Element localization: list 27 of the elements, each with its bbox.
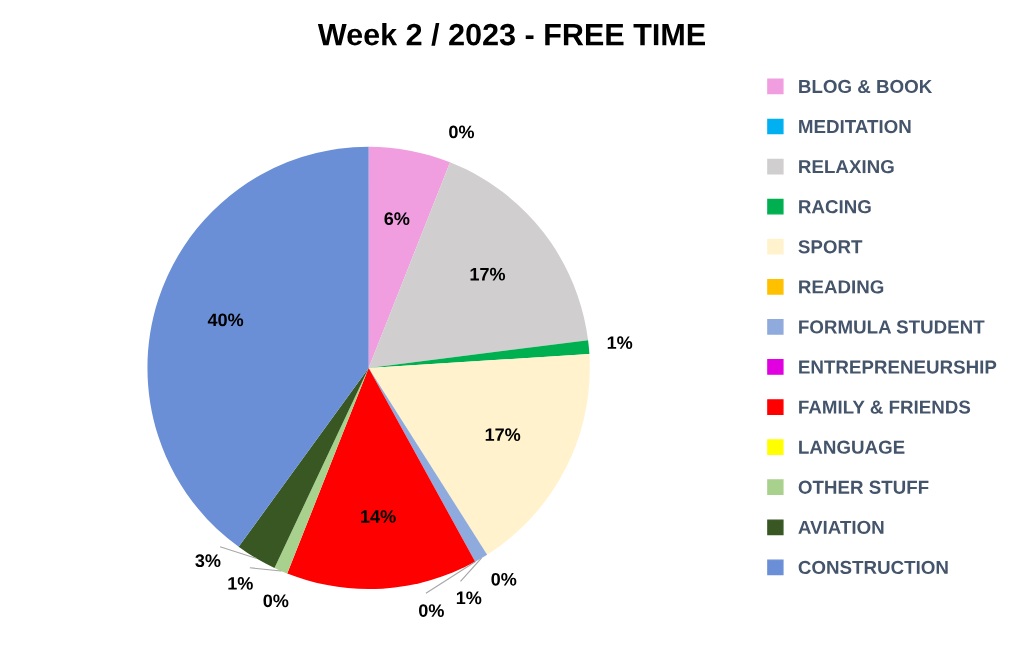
legend-label: CONSTRUCTION — [798, 560, 948, 575]
chart-title: Week 2 / 2023 - FREE TIME — [317, 23, 705, 46]
legend-label: ENTREPRENEURSHIP — [799, 360, 997, 374]
legend-label: FORMULA STUDENT — [799, 320, 985, 334]
text: 0% — [449, 125, 475, 139]
legend-label: RACING — [799, 200, 871, 214]
legend-label: AVIATION — [798, 520, 884, 534]
legend-label: SPORT — [798, 240, 863, 254]
text: 0% — [419, 604, 444, 617]
legend-label: RELAXING — [799, 159, 894, 174]
text: 0% — [491, 572, 517, 586]
legend-label: READING — [799, 280, 884, 294]
data-label: 6% — [384, 212, 410, 226]
legend-label: MEDITATION — [799, 119, 911, 134]
legend-label: FAMILY & FRIENDS — [799, 400, 971, 414]
data-label: 1% — [228, 577, 253, 590]
text: 0% — [263, 594, 289, 608]
data-label: 1% — [456, 591, 482, 605]
data-label: 3% — [195, 554, 221, 568]
legend-label: BLOG & BOOK — [799, 79, 933, 94]
data-label: 40% — [207, 313, 244, 327]
data-label: 1% — [607, 336, 633, 349]
data-label: 17% — [470, 267, 506, 281]
legend-label: LANGUAGE — [799, 440, 905, 454]
data-label: 14% — [361, 510, 396, 523]
data-label: 17% — [485, 428, 521, 442]
legend-label: OTHER STUFF — [798, 480, 929, 494]
